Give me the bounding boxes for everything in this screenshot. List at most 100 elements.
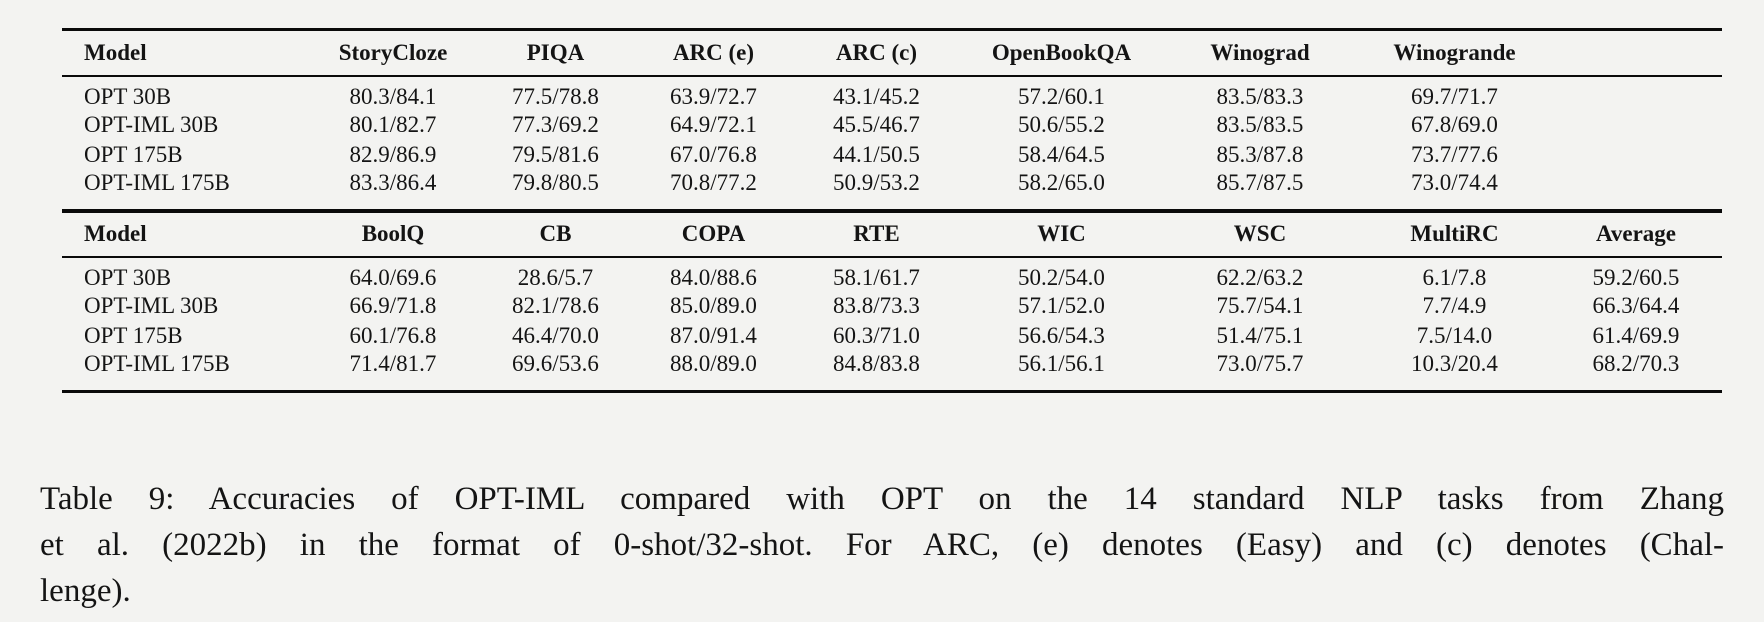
score-cell: 56.6/54.3 <box>1018 322 1105 348</box>
score-cell: 88.0/89.0 <box>670 350 757 376</box>
column-header-boolq: BoolQ <box>361 221 425 246</box>
section2-header: Model BoolQ CB COPA RTE WIC WSC MultiRC … <box>62 210 1722 257</box>
score-cell: 57.2/60.1 <box>1018 83 1105 109</box>
model-name-cell: OPT-IML 30B <box>84 111 219 137</box>
table-row: OPT 175B 82.9/86.9 79.5/81.6 67.0/76.8 4… <box>62 140 1722 170</box>
score-cell: 85.3/87.8 <box>1216 141 1304 167</box>
score-cell: 58.4/64.5 <box>1018 141 1105 167</box>
column-header-wsc: WSC <box>1233 221 1287 246</box>
score-cell: 85.7/87.5 <box>1216 169 1304 195</box>
caption-line: et al. (2022b) in the format of 0-shot/3… <box>40 527 1724 563</box>
table-caption: Table 9: Accuracies of OPT-IML compared … <box>40 476 1724 614</box>
score-cell: 44.1/50.5 <box>833 141 920 167</box>
score-cell: 58.1/61.7 <box>833 264 920 290</box>
caption-line: lenge). <box>40 573 131 609</box>
column-header-rte: RTE <box>853 221 900 246</box>
score-cell: 58.2/65.0 <box>1018 169 1105 195</box>
score-cell: 73.0/75.7 <box>1216 350 1304 376</box>
score-cell: 10.3/20.4 <box>1411 350 1498 376</box>
score-cell: 73.7/77.6 <box>1411 141 1498 167</box>
model-name-cell: OPT 30B <box>84 83 172 109</box>
header-row: Model StoryCloze PIQA ARC (e) ARC (c) Op… <box>62 30 1722 76</box>
score-cell: 77.5/78.8 <box>512 83 599 109</box>
score-cell: 67.0/76.8 <box>670 141 757 167</box>
score-cell: 80.1/82.7 <box>349 111 437 137</box>
score-cell <box>1550 110 1722 140</box>
table-row: OPT 30B 64.0/69.6 28.6/5.7 84.0/88.6 58.… <box>62 257 1722 291</box>
caption-line: Table 9: Accuracies of OPT-IML compared … <box>40 481 1724 517</box>
score-cell: 73.0/74.4 <box>1411 169 1498 195</box>
score-cell: 75.7/54.1 <box>1216 292 1304 318</box>
column-header-openbookqa: OpenBookQA <box>991 39 1132 65</box>
column-header-storycloze: StoryCloze <box>338 39 448 65</box>
score-cell: 46.4/70.0 <box>512 322 599 348</box>
model-name-cell: OPT-IML 30B <box>84 292 219 318</box>
table-row: OPT-IML 30B 66.9/71.8 82.1/78.6 85.0/89.… <box>62 291 1722 321</box>
column-header-winogrande: Winogrande <box>1393 39 1516 65</box>
score-cell: 60.1/76.8 <box>349 322 437 348</box>
column-header-piqa: PIQA <box>526 39 585 65</box>
column-header-winograd: Winograd <box>1210 39 1310 65</box>
section1-body: OPT 30B 80.3/84.1 77.5/78.8 63.9/72.7 43… <box>62 76 1722 211</box>
score-cell: 50.2/54.0 <box>1018 264 1105 290</box>
score-cell: 56.1/56.1 <box>1018 350 1105 376</box>
column-header-wic: WIC <box>1037 221 1086 246</box>
score-cell: 71.4/81.7 <box>349 350 437 376</box>
score-cell: 79.5/81.6 <box>512 141 599 167</box>
score-cell <box>1550 140 1722 170</box>
score-cell: 84.0/88.6 <box>670 264 757 290</box>
score-cell: 77.3/69.2 <box>512 111 599 137</box>
score-cell: 59.2/60.5 <box>1592 264 1680 290</box>
score-cell: 83.5/83.3 <box>1216 83 1304 109</box>
score-cell: 43.1/45.2 <box>833 83 920 109</box>
column-header-model: Model <box>84 39 147 65</box>
score-cell: 70.8/77.2 <box>670 169 757 195</box>
score-cell: 63.9/72.7 <box>670 83 757 109</box>
score-cell: 7.7/4.9 <box>1422 292 1487 318</box>
score-cell: 80.3/84.1 <box>349 83 437 109</box>
score-cell: 61.4/69.9 <box>1592 322 1680 348</box>
column-header-multirc: MultiRC <box>1410 221 1499 246</box>
score-cell-average-bold: 68.2/70.3 <box>1592 350 1680 376</box>
column-header-cb: CB <box>539 221 572 246</box>
model-name-cell: OPT 30B <box>84 264 172 290</box>
score-cell: 66.3/64.4 <box>1592 292 1680 318</box>
score-cell: 69.7/71.7 <box>1411 83 1498 109</box>
score-cell: 79.8/80.5 <box>512 169 599 195</box>
model-name-cell: OPT-IML 175B <box>84 169 230 195</box>
score-cell: 83.8/73.3 <box>833 292 920 318</box>
table-row: OPT-IML 175B 83.3/86.4 79.8/80.5 70.8/77… <box>62 170 1722 211</box>
score-cell: 60.3/71.0 <box>833 322 920 348</box>
score-cell: 82.9/86.9 <box>349 141 437 167</box>
score-cell: 50.6/55.2 <box>1018 111 1105 137</box>
column-header-model2: Model <box>84 221 147 246</box>
score-cell: 69.6/53.6 <box>512 350 599 376</box>
table-row: OPT 30B 80.3/84.1 77.5/78.8 63.9/72.7 43… <box>62 76 1722 110</box>
score-cell: 7.5/14.0 <box>1416 322 1493 348</box>
model-name-cell: OPT-IML 175B <box>84 350 230 376</box>
column-header-copa: COPA <box>681 221 746 246</box>
model-name-cell: OPT 175B <box>84 141 183 167</box>
table-row: OPT-IML 30B 80.1/82.7 77.3/69.2 64.9/72.… <box>62 110 1722 140</box>
model-name-cell: OPT 175B <box>84 322 183 348</box>
score-cell: 50.9/53.2 <box>833 169 920 195</box>
column-header-arc-e: ARC (e) <box>672 39 755 65</box>
score-cell: 85.0/89.0 <box>670 292 757 318</box>
column-header-arc-c: ARC (c) <box>835 39 918 65</box>
score-cell: 87.0/91.4 <box>670 322 757 348</box>
section2-body: OPT 30B 64.0/69.6 28.6/5.7 84.0/88.6 58.… <box>62 257 1722 392</box>
score-cell: 83.5/83.5 <box>1216 111 1304 137</box>
score-cell: 51.4/75.1 <box>1216 322 1304 348</box>
score-cell: 57.1/52.0 <box>1018 292 1105 318</box>
score-cell: 83.3/86.4 <box>349 169 437 195</box>
section1-header: Model StoryCloze PIQA ARC (e) ARC (c) Op… <box>62 30 1722 76</box>
score-cell <box>1550 76 1722 110</box>
score-cell <box>1550 170 1722 211</box>
score-cell: 45.5/46.7 <box>833 111 920 137</box>
score-cell: 62.2/63.2 <box>1216 264 1304 290</box>
score-cell: 28.6/5.7 <box>517 264 594 290</box>
score-cell: 64.9/72.1 <box>670 111 757 137</box>
table-row: OPT-IML 175B 71.4/81.7 69.6/53.6 88.0/89… <box>62 351 1722 392</box>
score-cell: 67.8/69.0 <box>1411 111 1498 137</box>
